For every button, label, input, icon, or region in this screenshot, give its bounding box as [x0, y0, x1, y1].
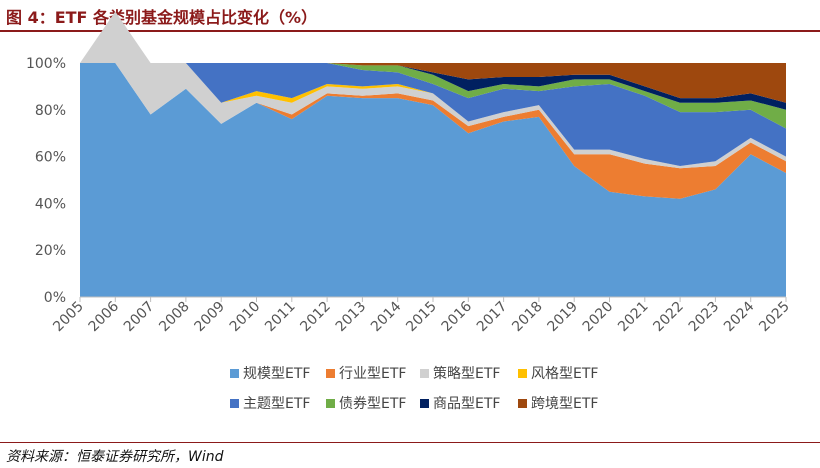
- y-tick-label: 100%: [26, 56, 66, 72]
- series-area-8: [80, 11, 786, 103]
- x-tick-label: 2009: [192, 299, 229, 336]
- x-tick-label: 2022: [650, 299, 687, 336]
- y-tick-label: 80%: [35, 103, 66, 119]
- x-tick-label: 2011: [262, 299, 299, 336]
- legend-item: 策略型ETF: [420, 365, 500, 382]
- x-tick-label: 2017: [474, 299, 511, 336]
- x-tick-label: 2020: [580, 299, 617, 336]
- stacked-area-chart: 0% 20% 40% 60% 80% 100% 200520062007200820092…: [26, 11, 793, 412]
- legend-label: 债券型ETF: [339, 396, 406, 412]
- legend-item: 债券型ETF: [326, 396, 406, 412]
- x-tick-label: 2010: [227, 299, 264, 336]
- series-area-2: [80, 63, 786, 199]
- x-tick-label: 2024: [721, 298, 758, 335]
- series-areas: [80, 11, 786, 297]
- legend-label: 策略型ETF: [433, 365, 500, 382]
- x-tick-label: 2015: [403, 299, 440, 336]
- legend-item: 商品型ETF: [420, 396, 500, 412]
- x-tick-labels: 2005200620072008200920102011201220132014…: [50, 298, 793, 335]
- x-tick-label: 2012: [297, 299, 334, 336]
- legend: 规模型ETF 行业型ETF 策略型ETF 风格型ETF 主题型ETF 债券型ETF 商品型E…: [230, 365, 598, 412]
- legend-label: 行业型ETF: [339, 366, 406, 382]
- x-tick-label: 2014: [368, 298, 405, 335]
- legend-swatch: [420, 399, 429, 408]
- legend-label: 风格型ETF: [531, 366, 598, 382]
- series-area-5: [80, 11, 786, 166]
- legend-label: 规模型ETF: [243, 366, 310, 382]
- source-rule: [0, 442, 820, 443]
- legend-item: 主题型ETF: [230, 396, 310, 412]
- axes: [79, 296, 787, 302]
- x-tick-label: 2007: [121, 299, 158, 336]
- legend-label: 主题型ETF: [243, 396, 310, 412]
- legend-swatch: [518, 399, 527, 408]
- legend-item: 跨境型ETF: [518, 396, 598, 412]
- x-tick-label: 2023: [686, 299, 723, 336]
- legend-item: 行业型ETF: [326, 366, 406, 382]
- y-tick-labels: 0% 20% 40% 60% 80% 100%: [26, 56, 66, 306]
- legend-swatch: [420, 369, 429, 378]
- y-tick-label: 20%: [35, 243, 66, 259]
- legend-label: 跨境型ETF: [531, 396, 598, 412]
- x-tick-label: 2013: [333, 299, 370, 336]
- x-tick-label: 2019: [545, 299, 582, 336]
- legend-label: 商品型ETF: [433, 396, 500, 412]
- title-rule: [0, 30, 820, 32]
- x-tick-label: 2021: [615, 299, 652, 336]
- legend-item: 风格型ETF: [518, 366, 598, 382]
- series-area-1: [80, 63, 786, 297]
- legend-swatch: [230, 399, 239, 408]
- x-tick-label: 2018: [509, 299, 546, 336]
- legend-swatch: [230, 369, 239, 378]
- x-tick-label: 2016: [439, 298, 476, 335]
- legend-swatch: [326, 399, 335, 408]
- legend-item: 规模型ETF: [230, 366, 310, 382]
- y-tick-label: 60%: [35, 150, 66, 166]
- x-tick-label: 2006: [86, 298, 123, 335]
- legend-swatch: [326, 369, 335, 378]
- series-area-7: [80, 11, 786, 110]
- y-tick-label: 0%: [44, 290, 66, 306]
- legend-swatch: [518, 369, 527, 378]
- source-note: 资料来源：恒泰证券研究所，Wind: [6, 449, 224, 465]
- figure-title: 图 4：ETF 各类别基金规模占比变化（%）: [6, 8, 318, 27]
- y-tick-label: 40%: [35, 196, 66, 212]
- x-tick-label: 2008: [156, 299, 193, 336]
- x-tick-label: 2025: [756, 299, 793, 336]
